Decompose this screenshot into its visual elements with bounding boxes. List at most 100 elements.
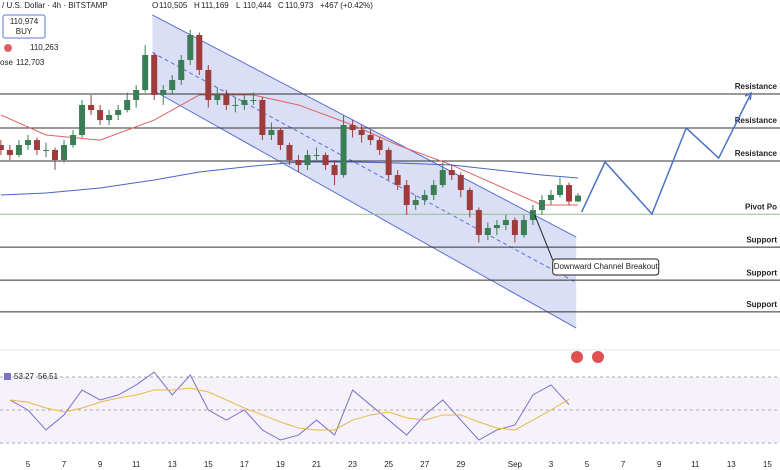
candle-body [295,159,302,166]
ma-name: ose [0,58,13,67]
candle-body [6,149,13,156]
candle-body [277,130,284,146]
x-tick-label: 13 [168,460,177,469]
candle-body [565,185,572,202]
level-label: Support [746,235,777,244]
rsi-line [9,387,570,431]
candle-body [331,165,338,176]
candle-body [97,110,104,121]
rsi-line [9,371,570,441]
level-label: Resistance [735,116,778,125]
channel-fill [152,14,577,329]
candle-body [52,149,59,160]
candle-body [340,124,347,176]
projection-path [580,92,752,216]
x-tick-label: 11 [691,460,700,469]
candle-body [349,124,356,131]
candle-body [151,55,158,95]
candle-body [42,149,49,151]
level-label: Support [746,268,777,277]
buy-label: BUY [16,27,33,36]
candle-body [0,145,4,150]
candle-body [358,130,365,135]
candle-body [439,169,446,186]
ohlc-key: L [236,1,241,10]
candle-body [529,210,536,221]
x-tick-label: 19 [276,460,285,469]
candle-body [547,194,554,201]
candle-body [160,90,167,95]
change: +467 (+0.42%) [320,1,373,10]
x-tick-label: 5 [585,460,590,469]
annotation-box [552,258,660,276]
channel-upper [152,14,577,238]
candle-body [367,135,374,141]
annotation-text: Downward Channel Breakout [554,262,659,271]
x-tick-label: 23 [348,460,357,469]
candle-body [313,155,320,157]
x-tick-label: 3 [549,460,554,469]
rsi-legend-swatch [4,373,11,380]
candle-body [412,200,419,205]
x-tick-label: 27 [420,460,429,469]
level-label: Resistance [735,149,778,158]
x-tick-label: Sep [508,460,523,469]
candle-body [466,190,473,211]
candle-body [304,155,311,166]
candle-body [259,100,266,135]
ohlc-key: H [194,1,200,10]
candle-body [223,94,230,105]
candle-body [457,175,464,191]
channel-mid [152,52,577,283]
candle-body [196,34,203,70]
x-tick-label: 13 [727,460,736,469]
candle-body [24,140,31,146]
candle-body [511,220,518,236]
x-tick-label: 15 [763,460,772,469]
candle-body [88,104,95,111]
candle-body [385,149,392,176]
rsi-legend: 56.51 [38,372,59,381]
event-icon[interactable] [571,351,583,363]
ohlc-key: C [278,1,284,10]
buy-button[interactable] [2,14,46,39]
candle-body [61,145,68,160]
candle-body [133,90,140,101]
x-tick-label: 7 [62,460,67,469]
candle-body [484,228,491,236]
annotation-pointer [534,214,554,261]
candle-body [241,100,248,105]
ohlc-value: 111,169 [201,1,229,10]
candle-body [187,34,194,60]
candle-body [205,69,212,101]
x-tick-label: 11 [132,460,141,469]
x-tick-label: 7 [621,460,626,469]
buy-price: 110,974 [10,17,39,26]
candle-body [33,140,40,150]
candle-body [268,130,275,135]
event-icon[interactable] [592,351,604,363]
x-tick-label: 25 [384,460,393,469]
candle-body [556,185,563,195]
candle-body [322,155,329,166]
candle-body [214,94,221,101]
candle-body [286,145,293,160]
sell-icon [4,44,12,52]
x-tick-label: 29 [456,460,465,469]
sell-price: 110,263 [30,43,59,52]
projection-arrow [744,91,753,101]
candle-body [448,169,455,176]
candle-body [106,114,113,121]
ohlc-value: 110,444 [243,1,272,10]
candle-body [115,110,122,115]
symbol: / U.S. Dollar · 4h · BITSTAMP [2,1,108,10]
candle-body [502,220,509,225]
candle-body [169,79,176,90]
candle-body [232,104,239,106]
level-label: Resistance [735,82,778,91]
candle-body [70,135,77,146]
level-label: Support [746,300,777,309]
